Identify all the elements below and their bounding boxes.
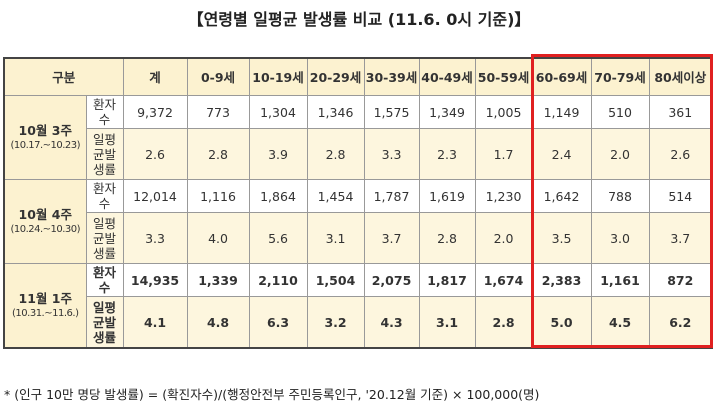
value-cell: 4.0	[186, 212, 250, 264]
group-period: (10.31.~11.6.)	[12, 307, 79, 319]
title: 【연령별 일평균 발생률 비교 (11.6. 0시 기준)】	[187, 10, 531, 29]
table: 구분 계 0-9세 10-19세 20-29세 30-39세 40-49세 50-59세 60-…	[3, 57, 714, 349]
value-cell: 1,642	[531, 179, 592, 213]
value-cell: 1,304	[248, 95, 308, 129]
value-cell: 1,339	[186, 263, 250, 297]
header-cell: 80세이상	[648, 57, 713, 96]
value-cell: 3.3	[122, 212, 188, 264]
row-label: 환자수	[85, 95, 124, 129]
footnote: * (인구 10만 명당 발생률) = (확진자수)/(행정안전부 주민등록인구…	[4, 387, 540, 402]
header-cell: 구분	[3, 57, 124, 96]
value-cell: 1,346	[306, 95, 365, 129]
row-label: 일평균발생률	[85, 296, 124, 349]
value-cell: 1,864	[248, 179, 308, 213]
data-row: 일평균발생률 3.3 4.0 5.6 3.1 3.7 2.8 2.0 3.5 3.0 3.7	[4, 212, 713, 264]
group-label: 11월 1주 (10.31.~11.6.)	[3, 263, 87, 349]
value-cell: 14,935	[122, 263, 188, 297]
value-cell: 3.7	[363, 212, 420, 264]
value-cell: 3.1	[418, 296, 476, 349]
value-cell: 3.7	[648, 212, 713, 264]
value-cell: 3.1	[306, 212, 365, 264]
value-cell: 773	[186, 95, 250, 129]
highlight-box	[531, 54, 713, 348]
value-cell: 2.6	[648, 128, 713, 180]
header-row: 구분 계 0-9세 10-19세 20-29세 30-39세 40-49세 50-59세 60-…	[3, 57, 713, 96]
data-row: 일평균발생률 4.1 4.8 6.3 3.2 4.3 3.1 2.8 5.0 4.5 6.2	[4, 296, 713, 349]
value-cell: 1,575	[363, 95, 420, 129]
value-cell: 788	[590, 179, 650, 213]
value-cell: 3.5	[531, 212, 592, 264]
value-cell: 1,619	[418, 179, 476, 213]
value-cell: 1,787	[363, 179, 420, 213]
value-cell: 9,372	[122, 95, 188, 129]
data-row: 11월 1주 (10.31.~11.6.) 환자수 14,935 1,339 2,110 1…	[3, 263, 713, 349]
value-cell: 1,161	[590, 263, 650, 297]
group-period: (10.17.~10.23)	[10, 139, 81, 151]
value-cell: 2.6	[122, 128, 188, 180]
value-cell: 2,110	[248, 263, 308, 297]
value-cell: 1,817	[418, 263, 476, 297]
value-cell: 361	[648, 95, 713, 129]
group-name: 10월 4주	[18, 206, 72, 222]
data-row: 10월 4주 (10.24.~10.30) 환자수 12,014 1,116 1,864 1…	[3, 179, 713, 264]
value-cell: 514	[648, 179, 713, 213]
header-cell: 10-19세	[248, 57, 308, 96]
header-cell: 50-59세	[474, 57, 533, 96]
value-cell: 1,230	[474, 179, 533, 213]
value-cell: 6.2	[648, 296, 713, 349]
value-cell: 3.0	[590, 212, 650, 264]
value-cell: 5.6	[248, 212, 308, 264]
value-cell: 1.7	[474, 128, 533, 180]
group-period: (10.24.~10.30)	[10, 223, 81, 235]
row-label: 환자수	[85, 179, 124, 213]
header-cell: 30-39세	[363, 57, 420, 96]
table-body: 구분 계 0-9세 10-19세 20-29세 30-39세 40-49세 50-59세 60-…	[3, 57, 713, 349]
value-cell: 2.8	[306, 128, 365, 180]
header-cell: 60-69세	[531, 57, 592, 96]
header-cell: 0-9세	[186, 57, 250, 96]
value-cell: 5.0	[531, 296, 592, 349]
value-cell: 872	[648, 263, 713, 297]
group-label: 10월 3주 (10.17.~10.23)	[3, 95, 87, 180]
value-cell: 2.0	[474, 212, 533, 264]
value-cell: 2.8	[186, 128, 250, 180]
row-label: 환자수	[85, 263, 124, 297]
value-cell: 2.8	[474, 296, 533, 349]
data-row: 일평균발생률 2.6 2.8 3.9 2.8 3.3 2.3 1.7 2.4 2.0 2.6	[4, 128, 713, 180]
value-cell: 510	[590, 95, 650, 129]
value-cell: 1,454	[306, 179, 365, 213]
value-cell: 1,504	[306, 263, 365, 297]
value-cell: 3.3	[363, 128, 420, 180]
value-cell: 2.3	[418, 128, 476, 180]
group-label: 10월 4주 (10.24.~10.30)	[3, 179, 87, 264]
value-cell: 1,149	[531, 95, 592, 129]
header-cell: 40-49세	[418, 57, 476, 96]
value-cell: 1,349	[418, 95, 476, 129]
value-cell: 6.3	[248, 296, 308, 349]
value-cell: 2,075	[363, 263, 420, 297]
group-name: 10월 3주	[18, 122, 72, 138]
row-label: 일평균발생률	[85, 212, 124, 264]
value-cell: 2.8	[418, 212, 476, 264]
value-cell: 3.2	[306, 296, 365, 349]
value-cell: 12,014	[122, 179, 188, 213]
value-cell: 4.5	[590, 296, 650, 349]
value-cell: 4.3	[363, 296, 420, 349]
value-cell: 2.0	[590, 128, 650, 180]
group-name: 11월 1주	[18, 290, 72, 306]
row-label: 일평균발생률	[85, 128, 124, 180]
value-cell: 3.9	[248, 128, 308, 180]
header-cell: 20-29세	[306, 57, 365, 96]
value-cell: 1,674	[474, 263, 533, 297]
header-cell: 계	[122, 57, 188, 96]
header-cell: 70-79세	[590, 57, 650, 96]
value-cell: 4.1	[122, 296, 188, 349]
value-cell: 4.8	[186, 296, 250, 349]
value-cell: 1,005	[474, 95, 533, 129]
value-cell: 1,116	[186, 179, 250, 213]
value-cell: 2.4	[531, 128, 592, 180]
